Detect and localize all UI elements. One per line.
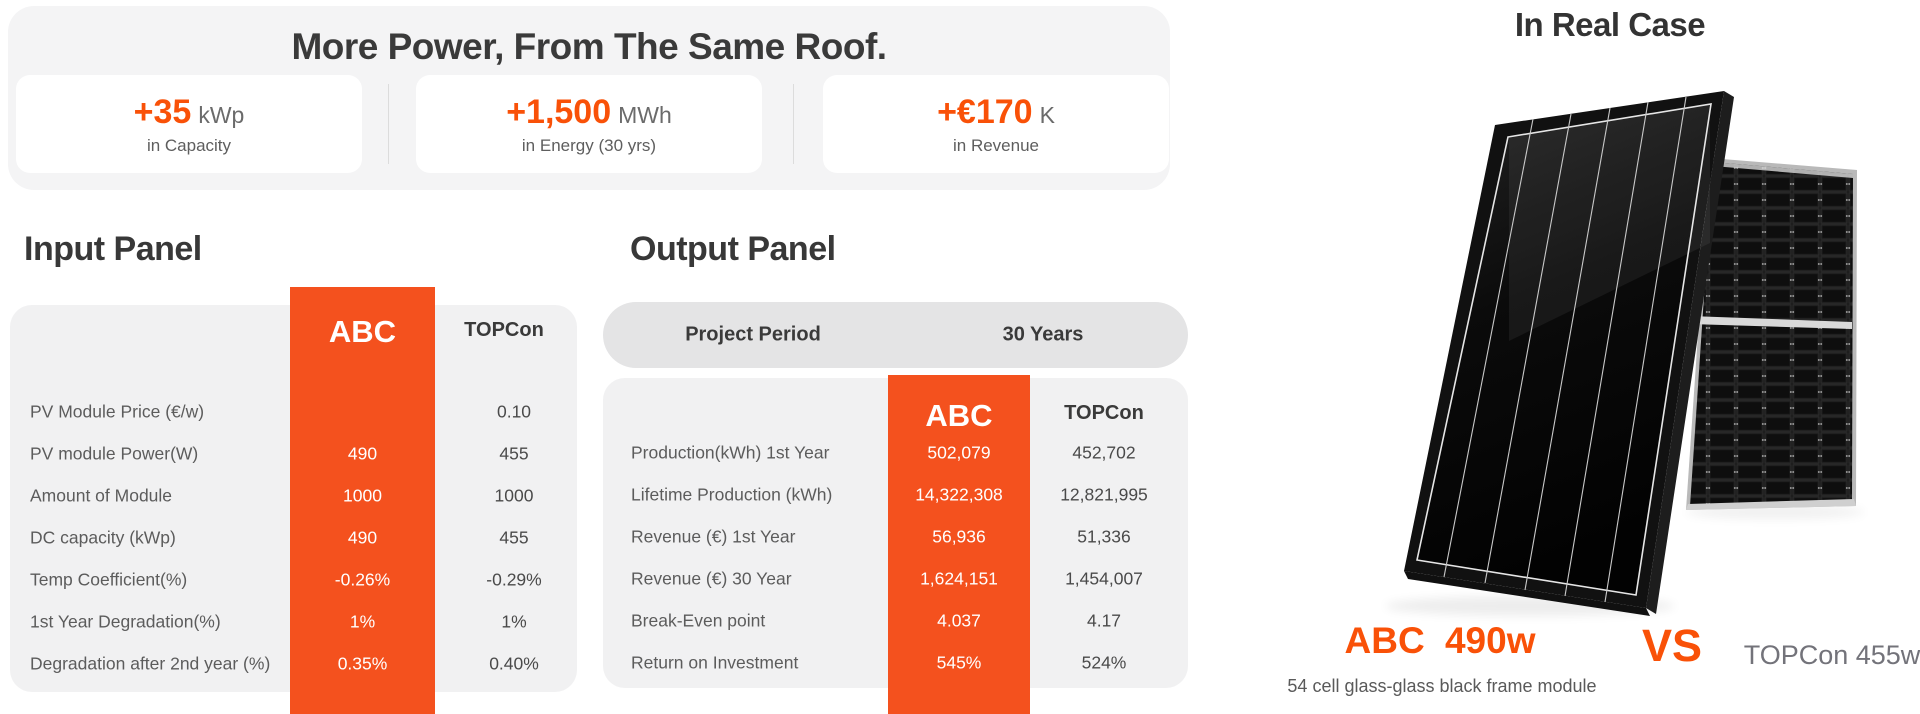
row-abc-value: 1,624,151 — [920, 568, 998, 589]
table-row: Lifetime Production (kWh) 14,322,308 12,… — [603, 474, 1188, 516]
output-topcon-column-header: TOPCon — [1064, 402, 1144, 424]
row-abc-value: -0.26% — [334, 569, 391, 590]
row-label: PV module Power(W) — [30, 443, 199, 464]
input-abc-column: ABC — [290, 287, 435, 714]
output-table-rows: Production(kWh) 1st Year 502,079 452,702… — [603, 378, 1188, 714]
stat-value: +35 — [133, 93, 192, 131]
stat-line: +€170 K — [823, 93, 1169, 132]
row-label: 1st Year Degradation(%) — [30, 611, 221, 632]
row-abc-value: 1% — [349, 611, 376, 632]
real-case-abc-caption: 54 cell glass-glass black frame module — [1287, 676, 1597, 696]
stat-value: +€170 — [937, 93, 1033, 131]
row-label: Revenue (€) 30 Year — [631, 568, 792, 589]
stat-line: +1,500 MWh — [416, 93, 762, 132]
row-abc-value: 490 — [347, 527, 378, 548]
row-label: Amount of Module — [30, 485, 173, 506]
row-abc-value: 545% — [936, 652, 982, 673]
table-row: Production(kWh) 1st Year 502,079 452,702 — [603, 432, 1188, 474]
table-row: Revenue (€) 30 Year 1,624,151 1,454,007 — [603, 558, 1188, 600]
row-label: Return on Investment — [631, 652, 799, 673]
stat-caption: in Capacity — [146, 136, 232, 155]
row-abc-value: 14,322,308 — [915, 484, 1003, 505]
row-topcon-value: 0.10 — [496, 401, 532, 422]
table-row: Break-Even point 4.037 4.17 — [603, 600, 1188, 642]
back-solar-panel — [1686, 158, 1857, 510]
row-abc-value: 1000 — [343, 485, 382, 506]
output-panel-heading: Output Panel — [630, 230, 836, 268]
stat-value: +1,500 — [506, 93, 612, 131]
row-abc-value: 56,936 — [932, 526, 986, 547]
real-case-title: In Real Case — [1514, 6, 1706, 43]
banner-title: More Power, From The Same Roof. — [291, 26, 887, 67]
row-label: Revenue (€) 1st Year — [631, 526, 796, 547]
table-row: PV Module Price (€/w) 0.10 — [10, 391, 577, 433]
row-label: Lifetime Production (kWh) — [631, 484, 833, 505]
row-topcon-value: 12,821,995 — [1060, 484, 1148, 505]
row-topcon-value: 455 — [499, 443, 529, 464]
row-abc-value: 490 — [347, 443, 378, 464]
stat-card-energy: +1,500 MWh in Energy (30 yrs) — [416, 75, 762, 173]
input-topcon-column-header: TOPCon — [464, 319, 544, 341]
row-topcon-value: 51,336 — [1077, 526, 1131, 547]
table-row: Temp Coefficient(%) -0.26% -0.29% — [10, 559, 577, 601]
row-topcon-value: 1000 — [494, 485, 534, 506]
table-row: Degradation after 2nd year (%) 0.35% 0.4… — [10, 643, 577, 685]
front-solar-panel — [1404, 91, 1734, 616]
stat-divider — [388, 84, 389, 164]
panel-shadow — [1385, 596, 1675, 616]
row-label: Temp Coefficient(%) — [30, 569, 188, 590]
row-topcon-value: 524% — [1081, 652, 1127, 673]
input-table-rows: PV Module Price (€/w) 0.10 PV module Pow… — [10, 305, 577, 714]
project-period-value: 30 Years — [1002, 323, 1084, 346]
stat-card-revenue: +€170 K in Revenue — [823, 75, 1169, 173]
summary-banner: More Power, From The Same Roof. +35 kWp i… — [8, 6, 1170, 190]
row-abc-value: 4.037 — [937, 610, 981, 631]
stat-divider — [793, 84, 794, 164]
stat-line: +35 kWp — [16, 93, 362, 132]
row-topcon-value: 1% — [501, 611, 527, 632]
row-topcon-value: 455 — [499, 527, 529, 548]
table-row: Return on Investment 545% 524% — [603, 642, 1188, 684]
real-case-topcon-label: TOPCon 455w — [1743, 640, 1920, 670]
vs-label: VS — [1641, 620, 1703, 671]
stat-caption: in Revenue — [952, 136, 1039, 155]
table-row: Revenue (€) 1st Year 56,936 51,336 — [603, 516, 1188, 558]
input-panel-heading: Input Panel — [24, 230, 202, 268]
project-period-label: Project Period — [685, 323, 821, 346]
row-label: Production(kWh) 1st Year — [631, 442, 830, 463]
row-topcon-value: 1,454,007 — [1065, 568, 1143, 589]
row-label: PV Module Price (€/w) — [30, 401, 205, 422]
panel-shadow — [1685, 505, 1865, 519]
stat-unit: MWh — [618, 102, 672, 128]
table-row: 1st Year Degradation(%) 1% 1% — [10, 601, 577, 643]
table-row: Amount of Module 1000 1000 — [10, 475, 577, 517]
stat-caption: in Energy (30 yrs) — [521, 136, 657, 155]
row-topcon-value: 452,702 — [1072, 442, 1136, 463]
row-abc-value: 502,079 — [927, 442, 991, 463]
stat-card-capacity: +35 kWp in Capacity — [16, 75, 362, 173]
stat-unit: K — [1039, 102, 1055, 128]
table-row: PV module Power(W) 490 455 — [10, 433, 577, 475]
row-label: DC capacity (kWp) — [30, 527, 176, 548]
row-label: Break-Even point — [631, 610, 766, 631]
row-topcon-value: 0.40% — [489, 653, 539, 674]
stat-unit: kWp — [198, 102, 245, 128]
input-abc-column-header: ABC — [328, 314, 397, 349]
row-abc-value: 0.35% — [337, 653, 388, 674]
row-topcon-value: 4.17 — [1086, 610, 1122, 631]
table-row: DC capacity (kWp) 490 455 — [10, 517, 577, 559]
project-period-header: Project Period 30 Years — [603, 302, 1188, 368]
real-case-abc-label: ABC 490w — [1344, 620, 1536, 661]
row-label: Degradation after 2nd year (%) — [30, 653, 271, 674]
output-abc-column: ABC — [888, 375, 1030, 714]
row-topcon-value: -0.29% — [486, 569, 542, 590]
output-abc-column-header: ABC — [925, 398, 993, 433]
